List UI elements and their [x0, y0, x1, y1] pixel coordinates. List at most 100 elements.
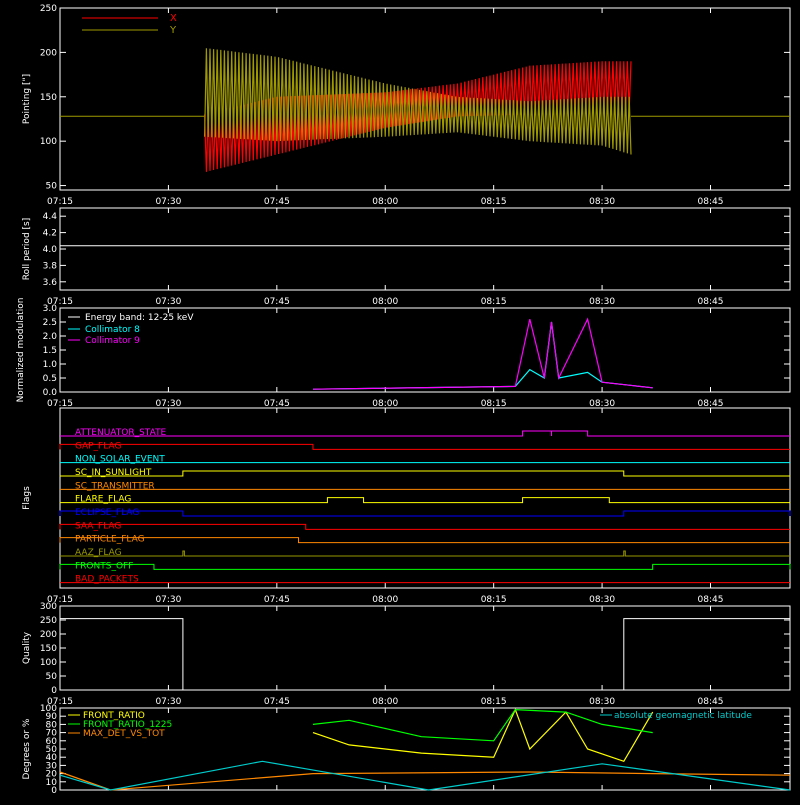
- y-tick-label: 0: [51, 686, 57, 696]
- x-tick-label: 08:45: [698, 595, 724, 605]
- y-tick-label: 150: [40, 644, 57, 654]
- x-tick-label: 07:15: [47, 595, 73, 605]
- y-tick-label: 3.6: [43, 278, 58, 288]
- x-tick-label: 08:00: [372, 595, 398, 605]
- flag-label: FRONTS_OFF: [75, 561, 133, 571]
- x-tick-label: 08:00: [372, 197, 398, 207]
- x-tick-label: 07:15: [47, 697, 73, 707]
- y-tick-label: 70: [46, 729, 58, 739]
- flag-trace: [60, 430, 790, 437]
- flag-trace: [59, 523, 790, 530]
- y-tick-label: 2.5: [43, 318, 57, 328]
- y-tick-label: 3.0: [43, 304, 58, 314]
- legend-label: Y: [169, 25, 177, 36]
- flag-trace: [60, 497, 790, 504]
- y-tick-label: 4.4: [43, 212, 58, 222]
- x-tick-label: 07:30: [155, 697, 181, 707]
- flag-label: GAP_FLAG: [75, 441, 121, 451]
- y-tick-label: 2.0: [43, 332, 58, 342]
- pointing-y-series: [204, 48, 632, 155]
- y-axis-label: Normalized modulation: [16, 298, 26, 403]
- x-tick-label: 08:30: [589, 697, 615, 707]
- x-tick-label: 08:15: [481, 297, 507, 307]
- y-tick-label: 4.2: [43, 229, 57, 239]
- y-tick-label: 250: [40, 616, 57, 626]
- x-tick-label: 07:45: [264, 197, 290, 207]
- degrees-series: [59, 760, 791, 791]
- legend-label: FRONT_RATIO: [83, 711, 145, 721]
- flag-label: ATTENUATOR_STATE: [75, 428, 167, 438]
- degrees-series: [312, 708, 653, 742]
- x-tick-label: 07:30: [155, 595, 181, 605]
- legend-label: Collimator 8: [85, 325, 140, 335]
- flag-trace: [60, 470, 790, 477]
- flag-trace: [60, 550, 790, 557]
- flag-trace: [59, 443, 790, 450]
- y-tick-label: 200: [40, 48, 57, 58]
- y-tick-label: 50: [46, 182, 58, 192]
- flag-label: SC_IN_SUNLIGHT: [75, 468, 152, 478]
- x-tick-label: 07:30: [155, 197, 181, 207]
- y-axis-label: Roll period [s]: [22, 218, 32, 280]
- x-tick-label: 08:15: [481, 697, 507, 707]
- flag-label: PARTICLE_FLAG: [75, 535, 145, 545]
- x-tick-label: 07:30: [155, 297, 181, 307]
- y-tick-label: 0.5: [43, 374, 57, 384]
- x-tick-label: 08:45: [698, 697, 724, 707]
- x-tick-label: 07:45: [264, 399, 290, 409]
- x-tick-label: 07:30: [155, 399, 181, 409]
- x-tick-label: 08:15: [481, 197, 507, 207]
- y-tick-label: 80: [46, 720, 58, 730]
- y-tick-label: 90: [46, 712, 58, 722]
- x-tick-label: 08:15: [481, 595, 507, 605]
- x-tick-label: 08:30: [589, 297, 615, 307]
- legend-label: Collimator 9: [85, 336, 140, 346]
- y-tick-label: 300: [40, 602, 57, 612]
- y-tick-label: 100: [40, 704, 57, 714]
- flag-label: SAA_FLAG: [75, 521, 121, 531]
- degrees-series: [312, 708, 654, 763]
- y-tick-label: 100: [40, 137, 57, 147]
- y-tick-label: 150: [40, 93, 57, 103]
- x-tick-label: 08:00: [372, 399, 398, 409]
- y-tick-label: 100: [40, 658, 57, 668]
- y-tick-label: 3.8: [43, 261, 58, 271]
- y-tick-label: 10: [46, 778, 58, 788]
- x-tick-label: 07:45: [264, 297, 290, 307]
- y-tick-label: 1.0: [43, 360, 58, 370]
- x-tick-label: 08:00: [372, 697, 398, 707]
- x-tick-label: 08:45: [698, 297, 724, 307]
- quality-series: [60, 618, 790, 691]
- flag-trace: [59, 563, 791, 570]
- y-tick-label: 1.5: [43, 346, 57, 356]
- flag-label: BAD_PACKETS: [75, 575, 139, 585]
- y-tick-label: 60: [46, 737, 58, 747]
- x-tick-label: 08:45: [698, 399, 724, 409]
- y-axis-label: Quality: [22, 631, 32, 664]
- x-tick-label: 07:15: [47, 399, 73, 409]
- panel-frame: [59, 7, 791, 191]
- pointing-x-series: [204, 61, 632, 172]
- x-tick-label: 07:45: [264, 697, 290, 707]
- flag-label: AAZ_FLAG: [75, 548, 122, 558]
- y-tick-label: 40: [46, 753, 58, 763]
- x-tick-label: 08:30: [589, 197, 615, 207]
- flag-label: FLARE_FLAG: [75, 495, 131, 505]
- x-tick-label: 08:30: [589, 399, 615, 409]
- flag-label: ECLIPSE_FLAG: [75, 508, 139, 518]
- flag-trace: [59, 510, 791, 517]
- y-axis-label: Pointing ["]: [22, 74, 32, 124]
- legend-label: absolute geomagnetic latitude: [614, 711, 752, 721]
- x-tick-label: 08:45: [698, 197, 724, 207]
- y-tick-label: 50: [46, 745, 58, 755]
- x-tick-label: 08:30: [589, 595, 615, 605]
- panel-frame: [59, 407, 791, 589]
- legend-label: FRONT_RATIO_1225: [83, 720, 172, 730]
- flag-label: NON_SOLAR_EVENT: [75, 455, 165, 465]
- x-tick-label: 07:45: [264, 595, 290, 605]
- x-tick-label: 08:15: [481, 399, 507, 409]
- x-tick-label: 08:00: [372, 297, 398, 307]
- y-tick-label: 0: [51, 786, 57, 796]
